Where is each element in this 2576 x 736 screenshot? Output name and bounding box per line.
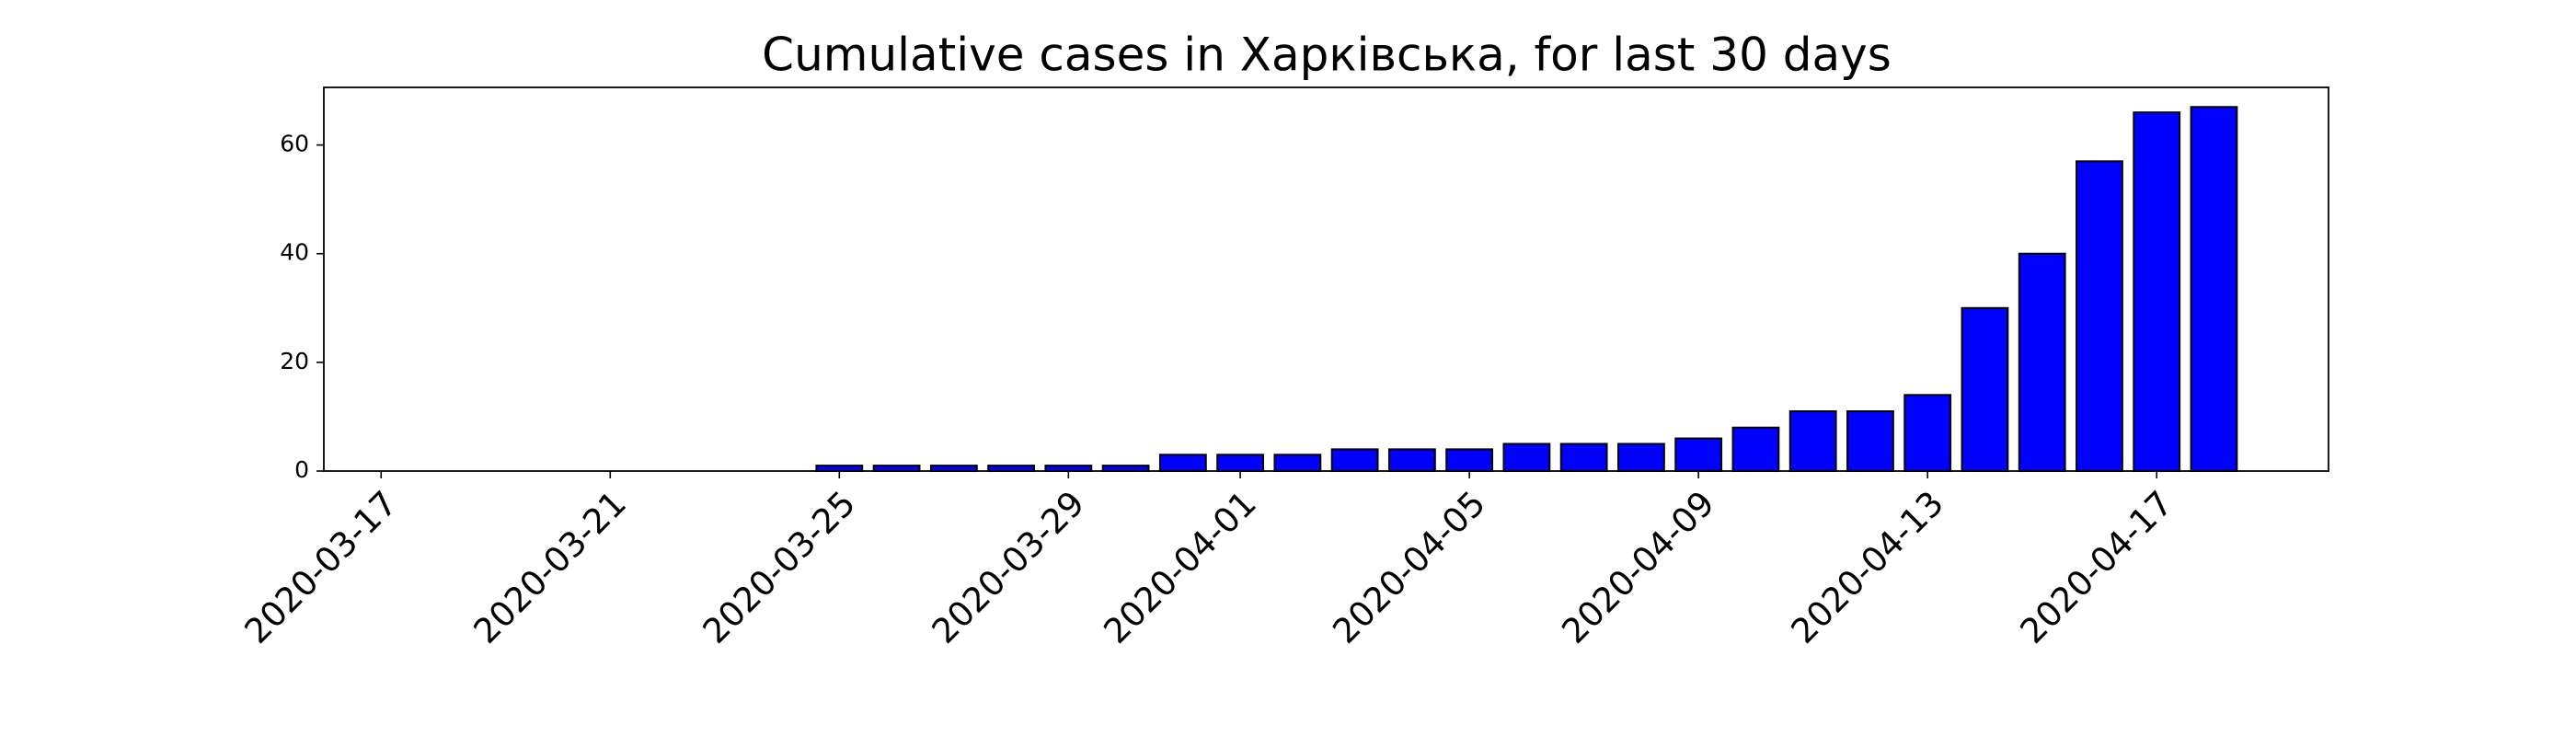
bar bbox=[1445, 448, 1494, 472]
bar bbox=[1387, 448, 1436, 472]
y-tick-label: 40 bbox=[280, 239, 309, 266]
bar bbox=[1502, 443, 1551, 472]
bar bbox=[2018, 252, 2066, 472]
x-tick-label: 2020-04-01 bbox=[1096, 483, 1263, 650]
y-tick-label: 60 bbox=[280, 131, 309, 157]
plot-frame bbox=[323, 86, 2329, 472]
bar bbox=[2076, 160, 2123, 472]
x-tick-label: 2020-04-13 bbox=[1784, 483, 1951, 650]
chart-title: Cumulative cases in Харківська, for last… bbox=[762, 29, 1892, 82]
bar bbox=[1617, 443, 1665, 472]
bar bbox=[1788, 410, 1837, 472]
bar bbox=[1330, 448, 1379, 472]
bar bbox=[1158, 454, 1207, 473]
x-tick-label: 2020-03-21 bbox=[466, 483, 634, 650]
bar bbox=[1731, 426, 1780, 472]
y-tick-label: 20 bbox=[280, 348, 309, 374]
bar bbox=[1961, 306, 2009, 472]
x-tick-label: 2020-03-17 bbox=[237, 483, 405, 650]
bar bbox=[2133, 111, 2181, 472]
x-tick-label: 2020-04-09 bbox=[1555, 483, 1722, 650]
x-tick-label: 2020-03-29 bbox=[925, 483, 1092, 650]
x-tick-label: 2020-03-25 bbox=[696, 483, 863, 650]
x-tick-label: 2020-04-05 bbox=[1325, 483, 1492, 650]
bar bbox=[1903, 394, 1952, 472]
bar bbox=[1674, 437, 1723, 473]
y-tick-label: 0 bbox=[294, 456, 309, 483]
bar bbox=[2190, 106, 2238, 472]
bar bbox=[1273, 454, 1322, 473]
x-tick-label: 2020-04-17 bbox=[2013, 483, 2180, 650]
bar bbox=[1559, 443, 1608, 472]
bar bbox=[1216, 454, 1265, 473]
bar bbox=[1846, 410, 1894, 472]
